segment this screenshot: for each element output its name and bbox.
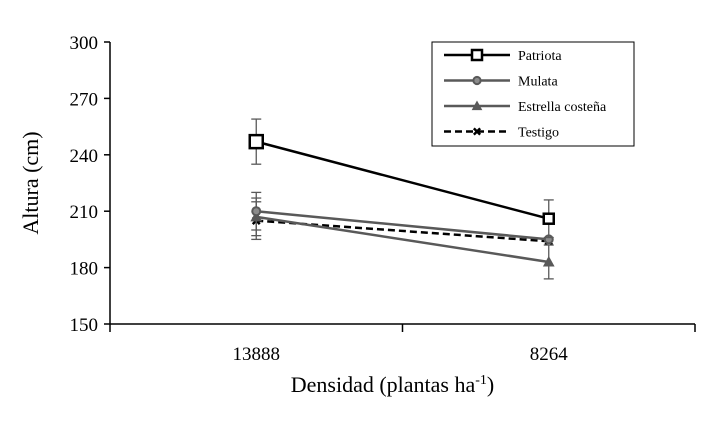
marker-circle xyxy=(251,206,262,217)
series-patriota xyxy=(248,118,555,239)
series-line xyxy=(255,140,550,220)
marker-triangle xyxy=(471,100,483,111)
x-axis-title-end: ) xyxy=(487,372,494,397)
marker-square xyxy=(248,133,264,150)
legend-item: Estrella costeña xyxy=(444,100,607,115)
y-ticks: 150 180 210 240 270 300 xyxy=(70,33,110,336)
marker-square xyxy=(470,48,484,62)
y-tick-label: 150 xyxy=(70,315,99,336)
marker-circle xyxy=(472,75,482,86)
series-line xyxy=(256,209,549,241)
marker-triangle xyxy=(542,255,555,267)
legend-label: Patriota xyxy=(518,49,562,64)
legend-label: Estrella costeña xyxy=(518,100,607,115)
series-estrella-coste-a xyxy=(250,197,555,280)
marker-square xyxy=(542,212,555,225)
x-tick-label: 13888 xyxy=(233,344,281,365)
x-ticks: 13888 8264 xyxy=(109,324,696,365)
series-line xyxy=(256,215,549,264)
x-axis-title: Densidad (plantas ha-1) xyxy=(291,372,495,397)
series-mulata xyxy=(251,191,554,245)
y-tick-label: 300 xyxy=(70,33,99,54)
x-axis-title-main: Densidad (plantas ha xyxy=(291,372,476,397)
y-tick-label: 180 xyxy=(70,259,99,280)
y-tick-label: 270 xyxy=(70,89,99,110)
y-tick-label: 210 xyxy=(70,202,99,223)
legend-box xyxy=(431,41,635,147)
marker-x-b xyxy=(472,127,482,136)
legend: Patriota Mulata Estrella costeña Testigo xyxy=(431,41,635,147)
y-tick-label: 240 xyxy=(70,146,99,167)
legend-item: Mulata xyxy=(444,75,558,90)
legend-item: Patriota xyxy=(444,48,562,64)
legend-item: Testigo xyxy=(444,126,559,141)
legend-label: Testigo xyxy=(518,126,559,141)
series-layer xyxy=(248,118,555,280)
y-axis-title: Altura (cm) xyxy=(18,131,43,234)
x-tick-label: 8264 xyxy=(530,344,569,365)
x-axis-title-sup: -1 xyxy=(475,373,487,388)
legend-label: Mulata xyxy=(518,75,558,90)
